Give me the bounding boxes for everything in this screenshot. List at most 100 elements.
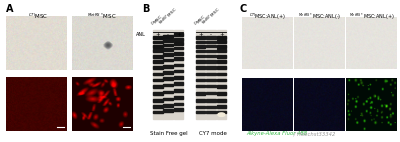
Text: Stain Free gel: Stain Free gel <box>150 131 188 136</box>
Bar <box>174 52 184 55</box>
Text: B: B <box>142 4 149 14</box>
Bar <box>153 85 162 88</box>
Bar <box>153 92 162 95</box>
Bar <box>174 96 184 99</box>
Bar <box>163 109 173 112</box>
Bar <box>174 57 184 60</box>
Bar <box>153 66 162 69</box>
Bar <box>196 111 205 113</box>
Bar <box>217 105 226 108</box>
Bar <box>206 85 216 87</box>
Bar <box>174 76 184 79</box>
Text: C: C <box>240 4 247 14</box>
Bar <box>174 103 184 105</box>
Bar <box>217 111 226 113</box>
Bar <box>196 50 205 52</box>
Bar <box>206 30 216 119</box>
Bar <box>174 47 184 49</box>
Text: $^{MetRS*}$MSC: $^{MetRS*}$MSC <box>158 5 180 28</box>
Bar <box>196 60 205 63</box>
Text: / Hoechst33342: / Hoechst33342 <box>292 131 335 136</box>
Bar <box>217 49 226 52</box>
Bar <box>174 108 184 111</box>
Bar <box>196 66 205 69</box>
Text: Alkyne-Alexa Fluor 488: Alkyne-Alexa Fluor 488 <box>246 131 307 136</box>
Bar <box>196 106 205 108</box>
Bar <box>217 40 226 43</box>
Bar <box>217 45 226 48</box>
Bar <box>163 59 173 61</box>
Text: $^{MetRS*}$MSC:ANL(-): $^{MetRS*}$MSC:ANL(-) <box>298 11 341 22</box>
Bar <box>217 92 226 95</box>
Text: A: A <box>6 4 14 14</box>
Bar <box>174 82 184 85</box>
Bar <box>174 64 184 66</box>
Bar <box>206 36 216 39</box>
Bar <box>196 30 205 119</box>
Bar <box>206 55 216 57</box>
Bar <box>174 33 184 36</box>
Bar <box>206 79 216 81</box>
Bar <box>153 40 162 43</box>
Bar <box>163 84 173 86</box>
Bar <box>153 105 162 108</box>
Bar <box>206 41 216 43</box>
Bar <box>217 55 226 58</box>
Bar <box>174 70 184 72</box>
Bar <box>174 42 184 45</box>
Bar <box>174 38 184 41</box>
Bar <box>153 79 162 82</box>
Bar <box>163 30 173 119</box>
Bar <box>163 98 173 101</box>
Bar <box>196 85 205 87</box>
Bar <box>206 99 216 102</box>
Bar <box>217 73 226 75</box>
Bar <box>153 45 162 48</box>
Bar <box>153 111 162 113</box>
Bar <box>217 30 226 119</box>
Bar <box>196 79 205 81</box>
Text: +: + <box>155 32 160 37</box>
Bar <box>206 45 216 47</box>
Bar <box>196 36 205 39</box>
Bar <box>217 60 226 63</box>
Text: -: - <box>210 32 212 37</box>
Bar <box>206 50 216 52</box>
Bar <box>163 35 173 38</box>
Text: $^{MetRS*}$MSC:ANL(+): $^{MetRS*}$MSC:ANL(+) <box>348 11 394 22</box>
Bar <box>153 36 162 39</box>
Bar <box>217 99 226 102</box>
Bar <box>153 55 162 58</box>
Bar <box>196 92 205 95</box>
Text: +: + <box>219 32 224 37</box>
Bar <box>196 45 205 48</box>
Bar <box>163 48 173 51</box>
Bar <box>206 92 216 94</box>
Bar <box>153 49 162 52</box>
Bar <box>153 60 162 63</box>
Text: +: + <box>176 32 181 37</box>
Ellipse shape <box>218 113 225 116</box>
Text: $^{CTl}$MSC: $^{CTl}$MSC <box>28 11 48 21</box>
Bar <box>163 91 173 93</box>
Bar <box>163 71 173 74</box>
Bar <box>163 53 173 56</box>
Bar <box>163 77 173 80</box>
Bar <box>206 73 216 75</box>
Text: -: - <box>167 32 169 37</box>
Bar <box>163 39 173 42</box>
Bar <box>163 65 173 68</box>
Bar <box>217 36 226 39</box>
Bar <box>217 79 226 82</box>
Text: +: + <box>198 32 203 37</box>
Bar <box>196 99 205 102</box>
Bar <box>153 30 162 119</box>
Text: $^{Ct}$MSC: $^{Ct}$MSC <box>150 12 166 29</box>
Text: $^{Ct}$MSC: $^{Ct}$MSC <box>192 12 209 29</box>
Bar <box>196 41 205 43</box>
Bar <box>163 44 173 46</box>
Bar <box>206 111 216 113</box>
Text: ANL: ANL <box>136 32 146 37</box>
Bar <box>153 73 162 75</box>
Bar <box>196 55 205 57</box>
